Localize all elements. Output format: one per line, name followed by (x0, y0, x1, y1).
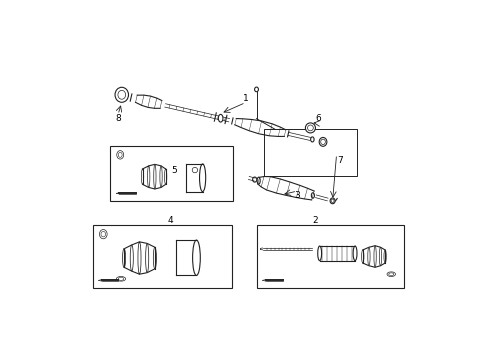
Ellipse shape (353, 246, 357, 261)
Ellipse shape (160, 166, 162, 188)
Ellipse shape (362, 250, 364, 263)
Ellipse shape (305, 123, 316, 133)
Ellipse shape (142, 169, 144, 184)
FancyBboxPatch shape (110, 145, 233, 201)
Ellipse shape (255, 87, 258, 92)
Ellipse shape (118, 152, 122, 157)
Text: 2: 2 (312, 216, 318, 225)
Ellipse shape (319, 138, 327, 146)
Ellipse shape (146, 243, 149, 273)
FancyBboxPatch shape (257, 225, 404, 288)
Ellipse shape (387, 272, 395, 276)
Ellipse shape (118, 90, 125, 99)
Text: 3: 3 (294, 191, 300, 200)
Ellipse shape (165, 169, 167, 184)
Text: 4: 4 (168, 216, 173, 225)
Ellipse shape (193, 240, 200, 275)
Text: 8: 8 (115, 114, 121, 123)
Ellipse shape (101, 231, 106, 237)
Ellipse shape (331, 199, 334, 203)
Ellipse shape (117, 150, 123, 159)
Text: 1: 1 (243, 94, 248, 103)
Ellipse shape (122, 249, 125, 267)
Ellipse shape (308, 125, 313, 131)
Ellipse shape (138, 242, 141, 274)
Ellipse shape (130, 245, 133, 271)
Ellipse shape (257, 177, 260, 184)
Ellipse shape (389, 273, 394, 275)
Ellipse shape (321, 139, 325, 145)
Text: 6: 6 (315, 114, 321, 123)
Ellipse shape (115, 87, 128, 102)
Ellipse shape (199, 164, 206, 192)
Ellipse shape (311, 137, 314, 142)
Ellipse shape (330, 198, 335, 204)
Ellipse shape (379, 247, 382, 266)
FancyBboxPatch shape (93, 225, 232, 288)
Ellipse shape (374, 246, 376, 267)
Ellipse shape (318, 246, 321, 261)
Ellipse shape (99, 230, 107, 239)
Ellipse shape (118, 277, 123, 280)
Ellipse shape (311, 193, 315, 198)
Ellipse shape (116, 276, 125, 281)
Text: 5: 5 (171, 166, 177, 175)
Ellipse shape (147, 166, 150, 188)
Ellipse shape (192, 167, 197, 173)
Ellipse shape (384, 250, 386, 263)
Text: 7: 7 (337, 156, 343, 165)
Ellipse shape (368, 247, 370, 266)
Ellipse shape (253, 177, 257, 182)
Ellipse shape (154, 164, 156, 189)
Ellipse shape (153, 247, 156, 269)
Ellipse shape (219, 114, 223, 122)
